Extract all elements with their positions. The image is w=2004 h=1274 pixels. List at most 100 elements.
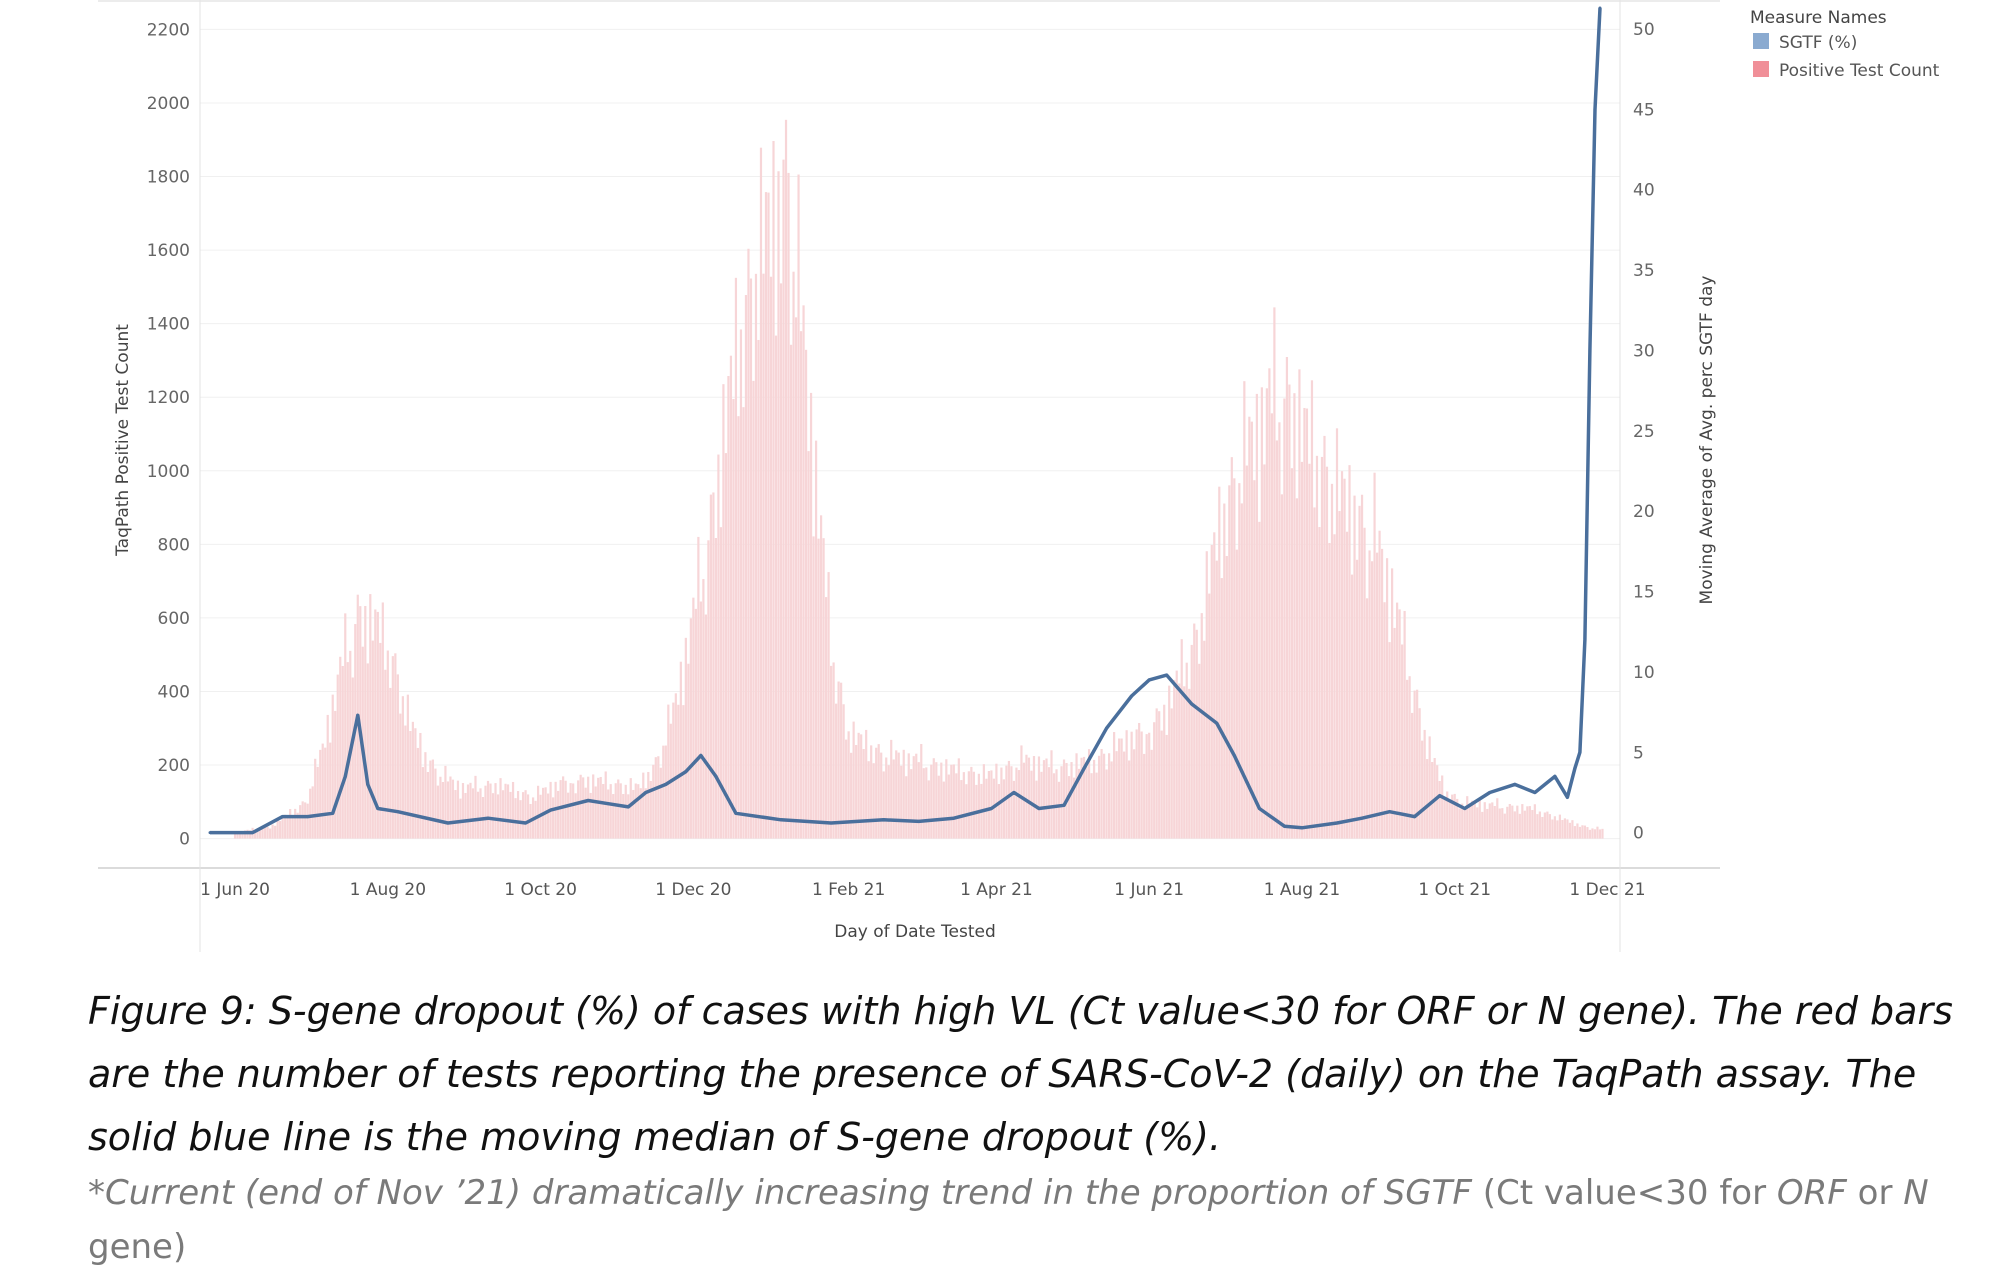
bar [1210,544,1213,839]
bar [1168,685,1171,839]
bar [1118,738,1121,839]
bar [1396,602,1399,839]
bar [1350,574,1354,839]
bar [1543,812,1546,839]
sgtf-point [699,753,703,757]
bar [1443,798,1446,839]
bar [491,793,495,839]
bar [1198,663,1201,839]
bar [739,329,743,839]
sgtf-point [1335,821,1339,825]
chart: 0200400600800100012001400160018002000220… [98,0,1940,952]
bar [940,762,943,839]
bar [679,661,682,839]
bar [1380,548,1384,839]
bar [875,747,878,839]
bar [767,192,770,839]
bar [905,776,908,839]
bar [1235,549,1238,839]
bar [1325,466,1329,839]
bar [1563,818,1567,839]
y-left-axis-title: TaqPath Positive Test Count [113,324,133,557]
bar [471,788,475,839]
bar [1403,610,1406,839]
bar [494,783,497,839]
bar [1025,754,1028,839]
bar [654,757,657,839]
bar [316,766,319,839]
bar [900,765,903,839]
bar [1062,759,1066,839]
bar [722,384,725,839]
bar [409,730,412,839]
bar [1135,729,1138,839]
sgtf-point [1062,803,1066,807]
bar [1188,688,1191,839]
x-tick-label: 1 Oct 21 [1418,880,1491,900]
bar [774,335,778,839]
bar [1070,762,1073,839]
bar [1228,485,1231,839]
bar [1526,806,1529,839]
bar [1398,609,1401,839]
bar [1163,704,1166,839]
bar [895,750,898,839]
y-right-tick-label: 20 [1633,502,1655,522]
bar [1516,805,1519,839]
bar [526,794,530,839]
bar [301,801,304,839]
bar [1183,686,1186,839]
sgtf-point [882,818,886,822]
bar [474,775,477,839]
bar [1007,760,1011,839]
bar [847,731,850,839]
bar [752,380,755,839]
bar [772,140,775,839]
bar [1393,627,1396,839]
bar [557,790,560,839]
bar [689,618,692,839]
bar [1416,689,1419,839]
sgtf-point [1578,750,1582,754]
bar [1548,814,1551,839]
bar [1032,756,1036,839]
bar [1285,357,1289,839]
bar [997,784,1001,839]
bar [416,747,419,839]
bar [814,440,818,839]
bar [1578,826,1582,839]
bar [787,172,790,839]
bar [1368,550,1371,839]
bar [777,171,780,839]
bar [289,809,292,839]
bar [1463,807,1466,839]
sgtf-point [1588,348,1592,352]
bar [1446,791,1449,839]
sgtf-point [251,831,255,835]
bar [1005,765,1008,839]
bar [329,742,332,839]
bar [1075,753,1078,839]
bar [1333,534,1336,839]
sgtf-point [1413,815,1417,819]
bar [434,768,437,839]
bar [995,763,998,839]
bar [589,792,592,839]
bar [1518,813,1521,839]
bar [414,728,417,839]
bar [1123,751,1126,839]
bar [1130,731,1133,839]
bar [1383,602,1386,839]
bar [381,602,384,839]
bar [1338,511,1341,839]
bar [1343,478,1346,839]
bar [972,771,975,839]
bar [965,784,968,839]
bar [461,783,465,839]
bar [514,798,517,839]
bar [887,765,890,839]
bar [1511,805,1514,839]
bar [241,832,244,839]
sgtf-point [1105,726,1109,730]
bar [880,752,883,839]
